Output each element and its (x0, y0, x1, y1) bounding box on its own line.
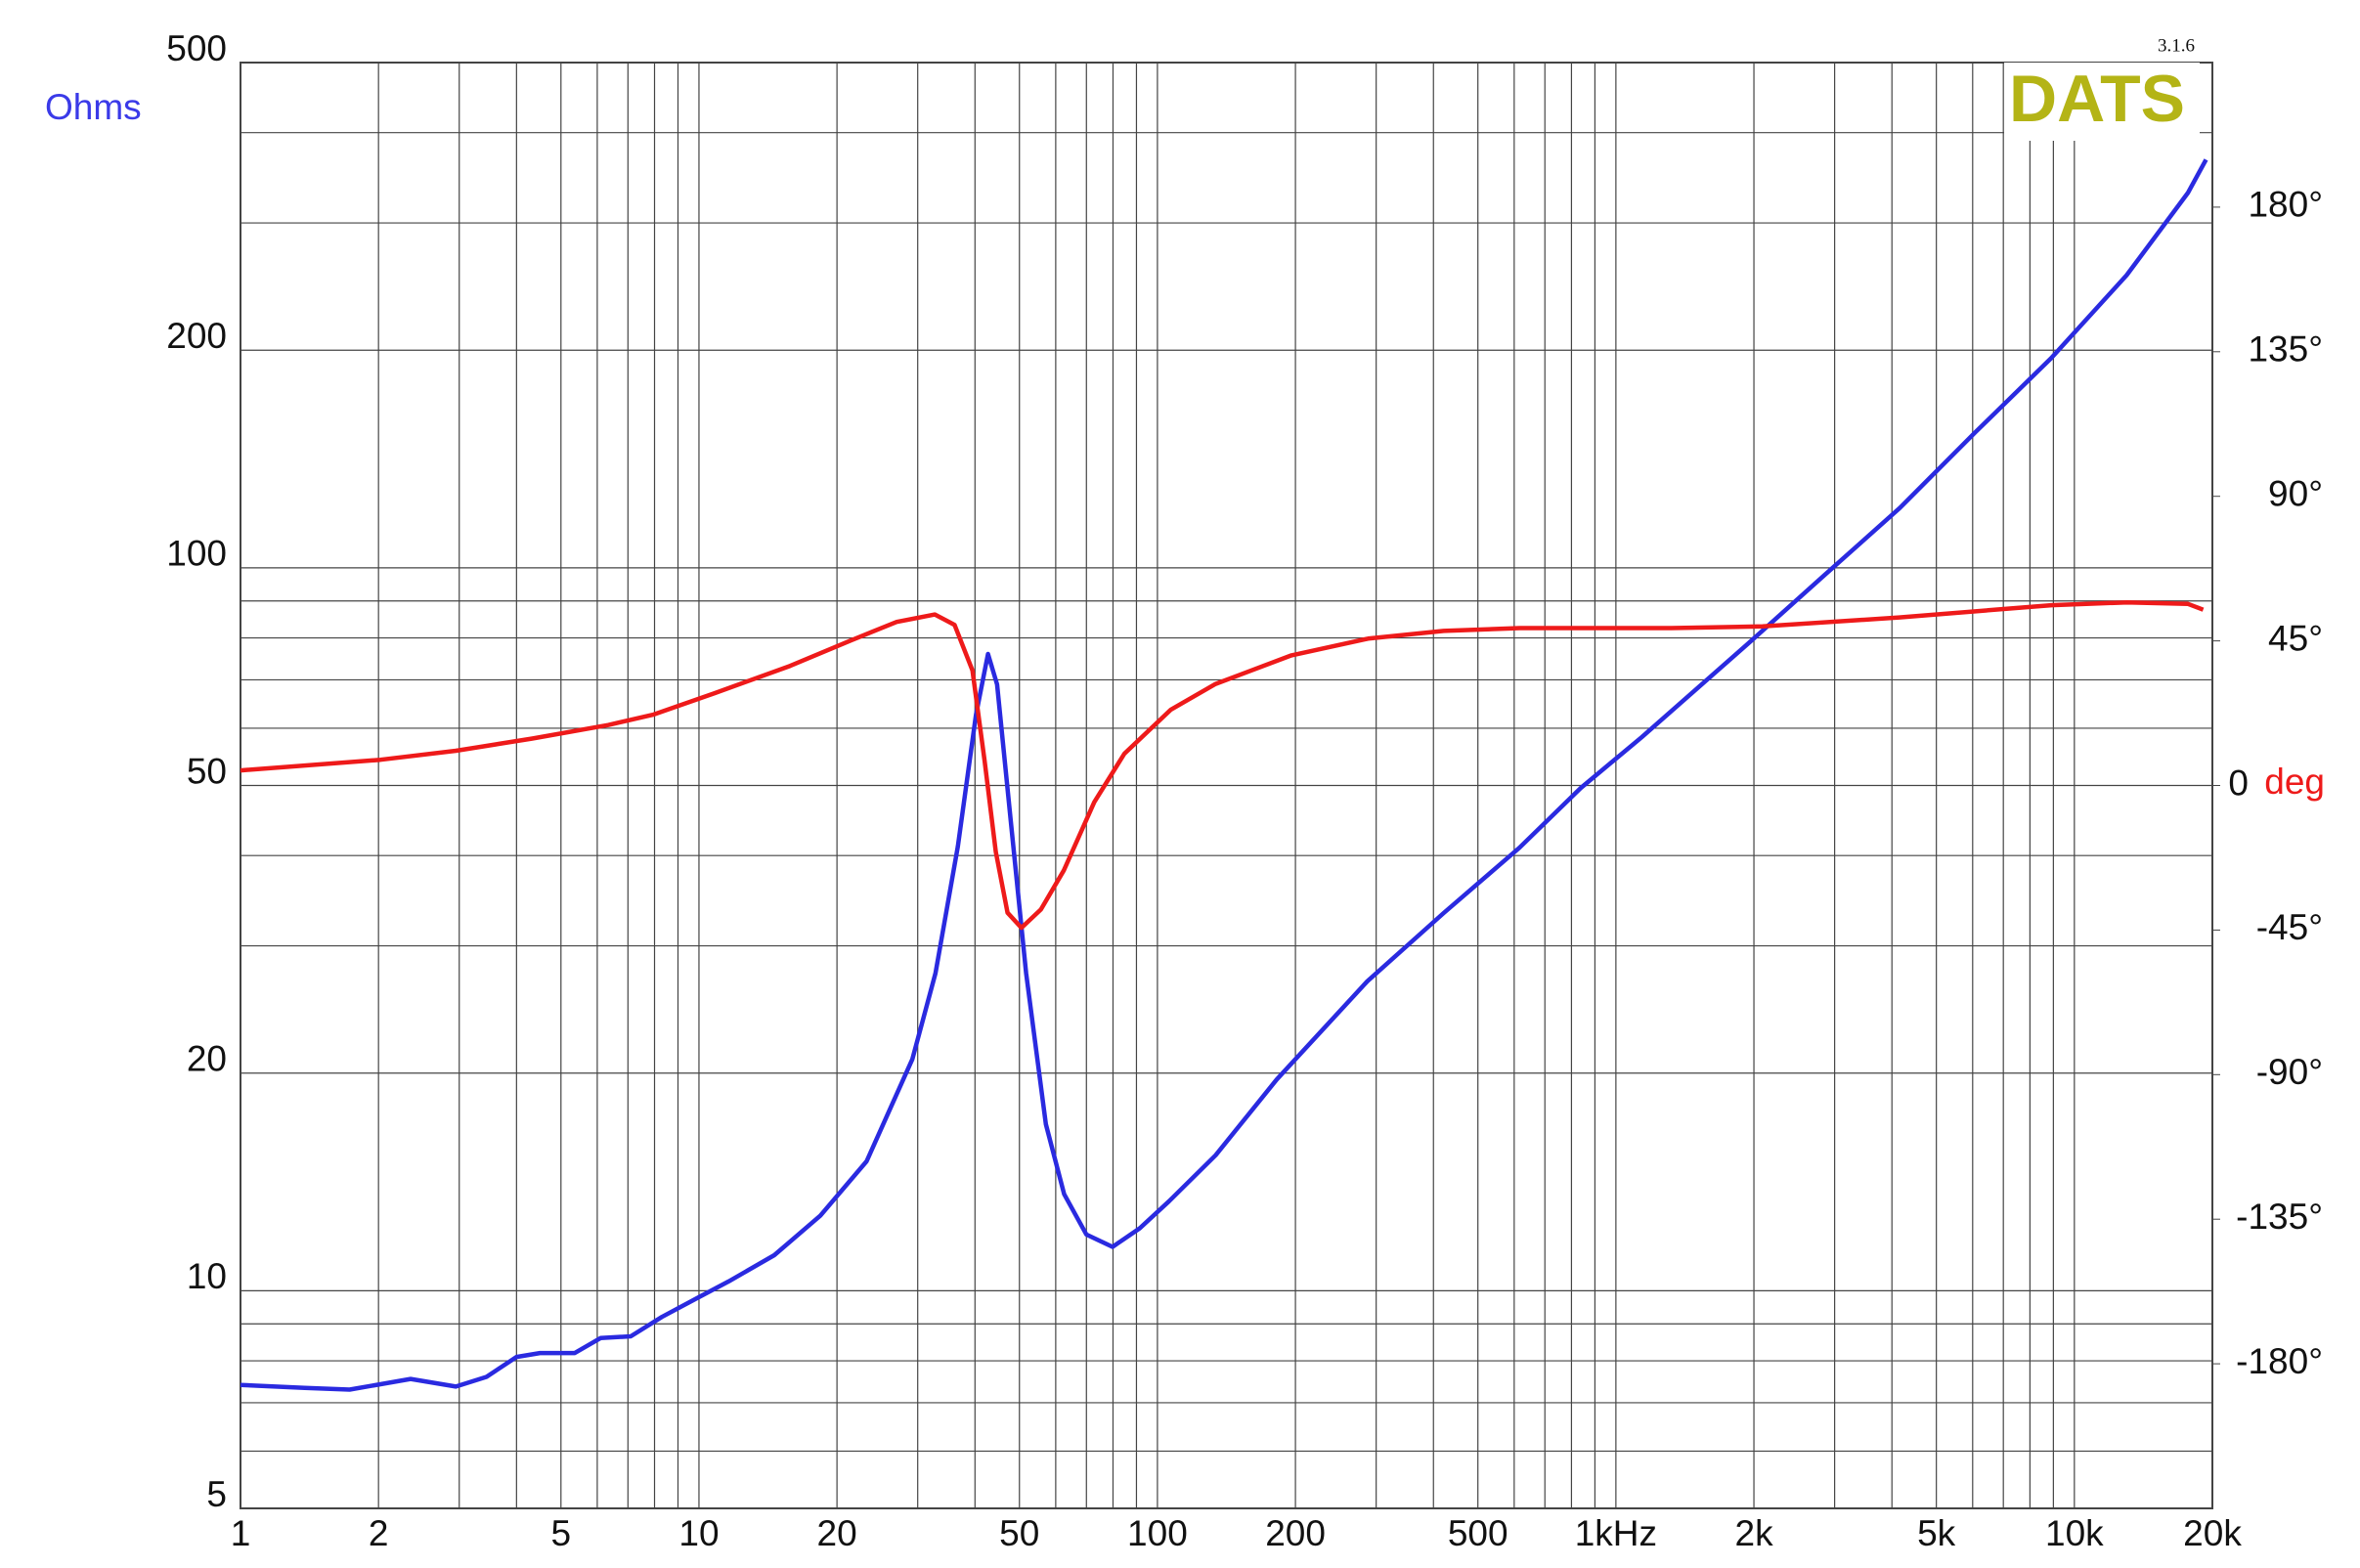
y2-tick-label: -45° (2256, 907, 2323, 947)
y2-tick-label: -90° (2256, 1052, 2323, 1092)
x-tick-label: 50 (999, 1513, 1039, 1553)
y2-tick-label: 0 (2228, 762, 2249, 803)
y-axis-label: Ohms (45, 87, 142, 127)
y2-tick-label: -180° (2236, 1341, 2323, 1381)
y-tick-label: 20 (187, 1039, 227, 1079)
x-tick-label: 20k (2183, 1513, 2242, 1553)
y-tick-label: 200 (166, 316, 227, 356)
y-tick-label: 100 (166, 534, 227, 574)
y2-tick-label: 90° (2268, 473, 2323, 513)
logo: DATS (2009, 62, 2185, 136)
x-tick-label: 10 (678, 1513, 719, 1553)
version: 3.1.6 (2158, 35, 2195, 56)
x-tick-label: 10k (2045, 1513, 2104, 1553)
y2-tick-label: 180° (2248, 185, 2323, 225)
x-tick-label: 1kHz (1575, 1513, 1657, 1553)
plot-frame (240, 62, 2213, 1509)
x-tick-label: 1 (231, 1513, 251, 1553)
y2-tick-label: -135° (2236, 1197, 2323, 1237)
data-line (240, 158, 2208, 1392)
x-tick-label: 5k (1917, 1513, 1956, 1553)
y2-tick-label: 45° (2268, 618, 2323, 658)
x-tick-label: 20 (817, 1513, 857, 1553)
y-tick-label: 10 (187, 1256, 227, 1296)
x-tick-label: 500 (1448, 1513, 1508, 1553)
y-tick-label: 50 (187, 751, 227, 791)
y-tick-label: 5 (206, 1474, 227, 1514)
y-tick-label: 500 (166, 28, 227, 68)
x-tick-label: 5 (550, 1513, 571, 1553)
x-tick-label: 200 (1265, 1513, 1326, 1553)
y2-axis-label: deg (2264, 762, 2325, 802)
x-tick-label: 2 (369, 1513, 389, 1553)
data-line (240, 599, 2205, 931)
logo-background (2004, 63, 2200, 141)
x-tick-label: 100 (1127, 1513, 1188, 1553)
y2-tick-label: 135° (2248, 329, 2323, 370)
x-tick-label: 2k (1735, 1513, 1774, 1553)
